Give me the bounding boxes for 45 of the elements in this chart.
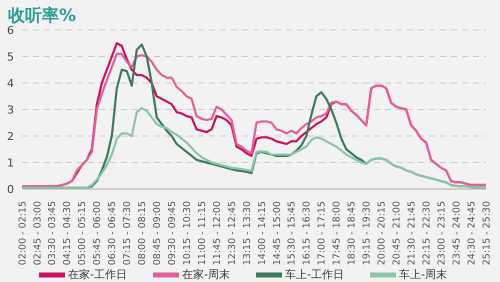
x-tick-label: 20:00 - 20:15 [376,201,388,266]
x-tick-label: 08:45 - 09:00 [152,201,164,266]
y-tick-label: 4 [7,76,14,90]
x-tick-label: 06:30 - 06:45 [107,201,118,266]
x-tick-label: 02:00 - 02:15 [17,201,28,266]
x-tick-label: 22:15 - 22:30 [421,201,432,266]
x-tick-label: 17:00 - 17:15 [316,201,328,266]
x-tick-label: 13:15 - 13:30 [242,201,253,266]
x-tick-label: 25:15 - 25:30 [481,201,492,266]
x-tick-label: 07:15 - 07:30 [122,201,134,266]
line-series [20,107,488,189]
x-tick-label: 12:30 - 12:45 [226,201,238,266]
x-tick-label: 05:00 - 05:15 [77,201,88,266]
x-tick-label: 23:45 - 24:00 [451,201,462,266]
x-tick-label: 24:30 - 24:45 [466,201,478,266]
chart-title: 收听率% [8,5,76,26]
x-tick-label: 14:00 - 14:15 [256,201,268,266]
x-tick-label: 18:30 - 18:45 [346,201,358,266]
y-tick-label: 0 [7,182,14,196]
x-tick-label: 05:45 - 06:00 [92,201,104,266]
x-tick-label: 14:45 - 15:00 [272,201,283,266]
y-tick-label: 3 [7,103,14,116]
y-tick-label: 1 [7,156,14,170]
x-tick-label: 21:30 - 21:45 [406,201,418,266]
legend-label: 在家-周末 [182,267,230,282]
legend-label: 在家-工作日 [68,267,128,282]
x-tick-label: 20:45 - 21:00 [392,201,403,266]
x-tick-label: 11:00 - 11:15 [196,201,208,266]
x-tick-label: 11:45 - 12:00 [212,201,223,266]
x-tick-label: 23:00 - 23:15 [436,201,448,266]
x-tick-label: 16:15 - 16:30 [302,201,313,266]
x-tick-label: 03:30 - 03:45 [47,201,58,266]
x-tick-label: 08:00 - 08:15 [137,201,148,266]
x-tick-label: 10:15 - 10:30 [182,201,193,266]
y-tick-label: 6 [7,24,14,37]
y-tick-label: 5 [7,50,14,64]
x-tick-label: 15:30 - 15:45 [286,201,298,266]
x-tick-label: 02:45 - 03:00 [32,201,44,266]
legend-label: 车上-工作日 [285,267,344,282]
x-tick-label: 09:30 - 09:45 [167,201,178,266]
y-tick-label: 2 [7,130,14,143]
legend-label: 车上-周末 [398,267,447,282]
x-tick-label: 17:45 - 18:00 [332,201,343,266]
x-tick-label: 19:15 - 19:30 [362,201,373,266]
x-tick-label: 04:15 - 04:30 [62,201,74,266]
